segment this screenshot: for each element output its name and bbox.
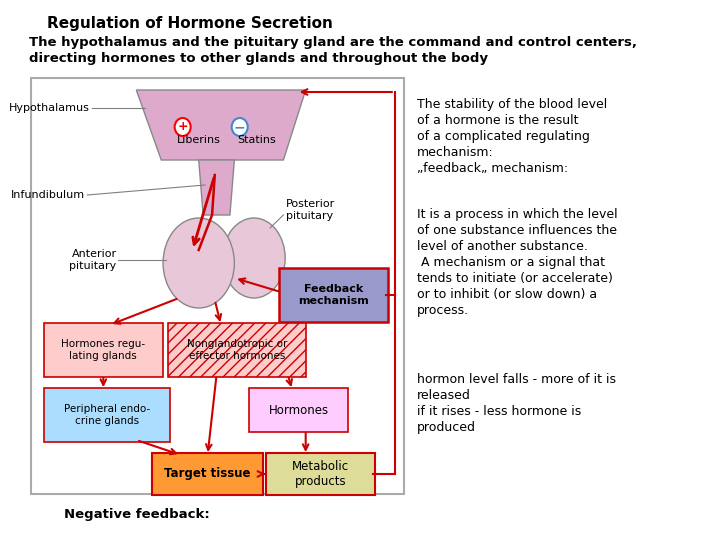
Text: Hormones regu-
lating glands: Hormones regu- lating glands	[61, 339, 145, 361]
Text: Liberins: Liberins	[177, 135, 220, 145]
Text: process.: process.	[417, 304, 469, 317]
Text: Nonglandotropic or
effector hormones: Nonglandotropic or effector hormones	[187, 339, 287, 361]
FancyBboxPatch shape	[31, 78, 404, 494]
Text: −: −	[234, 120, 246, 134]
Text: Regulation of Hormone Secretion: Regulation of Hormone Secretion	[48, 16, 333, 31]
Text: Anterior
pituitary: Anterior pituitary	[69, 249, 117, 271]
Circle shape	[232, 118, 248, 136]
Ellipse shape	[222, 218, 285, 298]
Text: if it rises - less hormone is: if it rises - less hormone is	[417, 405, 581, 418]
Circle shape	[175, 118, 191, 136]
Text: of one substance influences the: of one substance influences the	[417, 224, 617, 237]
Text: A mechanism or a signal that: A mechanism or a signal that	[417, 256, 605, 269]
Text: of a hormone is the result: of a hormone is the result	[417, 114, 579, 127]
FancyBboxPatch shape	[279, 268, 387, 322]
FancyBboxPatch shape	[248, 388, 348, 432]
Text: directing hormones to other glands and throughout the body: directing hormones to other glands and t…	[30, 52, 488, 65]
FancyBboxPatch shape	[266, 453, 375, 495]
Text: The stability of the blood level: The stability of the blood level	[417, 98, 608, 111]
Text: Hormones: Hormones	[269, 403, 328, 416]
Text: The hypothalamus and the pituitary gland are the command and control centers,: The hypothalamus and the pituitary gland…	[30, 36, 637, 49]
Text: hormon level falls - more of it is: hormon level falls - more of it is	[417, 373, 616, 386]
Text: It is a process in which the level: It is a process in which the level	[417, 208, 618, 221]
Text: Target tissue: Target tissue	[164, 468, 251, 481]
Text: released: released	[417, 389, 471, 402]
Text: „feedback„ mechanism:: „feedback„ mechanism:	[417, 162, 568, 175]
Text: Infundibulum: Infundibulum	[12, 190, 86, 200]
Text: Peripheral endo-
crine glands: Peripheral endo- crine glands	[64, 404, 150, 426]
FancyBboxPatch shape	[153, 453, 263, 495]
Polygon shape	[199, 160, 235, 215]
FancyBboxPatch shape	[44, 323, 163, 377]
Text: Posterior
pituitary: Posterior pituitary	[286, 199, 336, 221]
Text: of a complicated regulating: of a complicated regulating	[417, 130, 590, 143]
Text: Statins: Statins	[238, 135, 276, 145]
Polygon shape	[136, 90, 306, 160]
Text: Hypothalamus: Hypothalamus	[9, 103, 90, 113]
Ellipse shape	[163, 218, 235, 308]
Text: Feedback
mechanism: Feedback mechanism	[298, 284, 369, 306]
Text: +: +	[177, 120, 188, 133]
FancyBboxPatch shape	[44, 388, 170, 442]
Text: Metabolic
products: Metabolic products	[292, 460, 349, 488]
Text: or to inhibit (or slow down) a: or to inhibit (or slow down) a	[417, 288, 597, 301]
Text: level of another substance.: level of another substance.	[417, 240, 588, 253]
Text: tends to initiate (or accelerate): tends to initiate (or accelerate)	[417, 272, 613, 285]
Text: produced: produced	[417, 421, 476, 434]
FancyBboxPatch shape	[168, 323, 306, 377]
Text: Negative feedback:: Negative feedback:	[63, 508, 210, 521]
Text: mechanism:: mechanism:	[417, 146, 494, 159]
